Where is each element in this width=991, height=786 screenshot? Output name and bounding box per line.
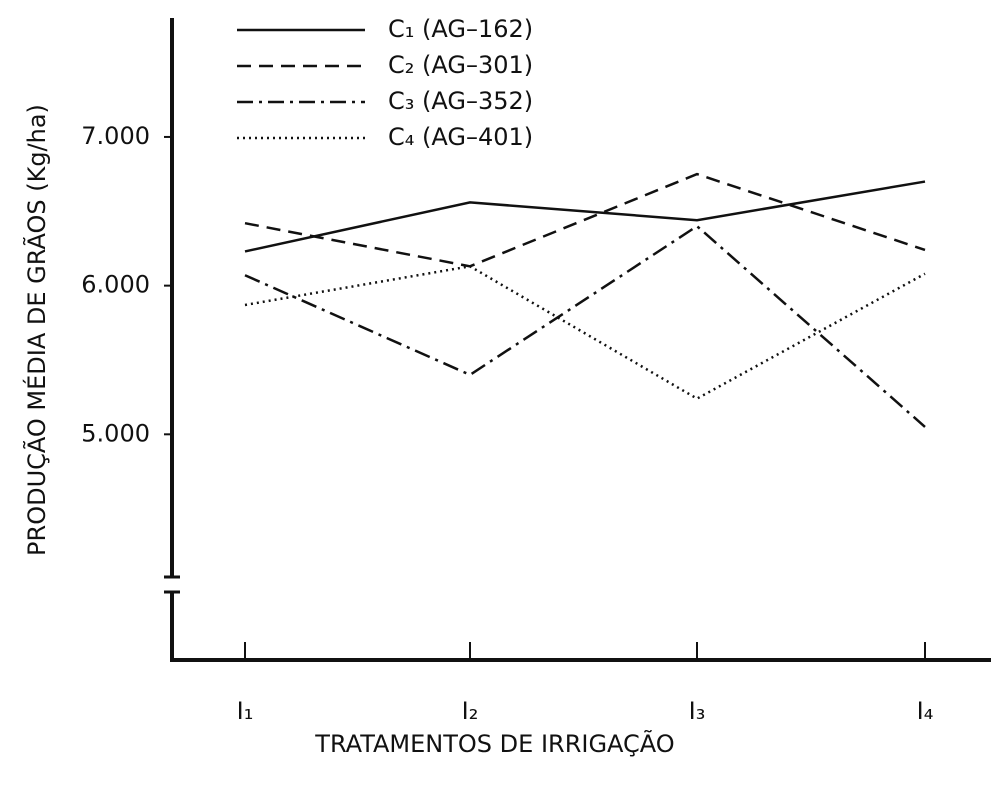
x-tick-label: I₄	[917, 697, 934, 725]
y-tick-label: 6.000	[81, 271, 150, 299]
legend-label: C₃ (AG–352)	[388, 87, 533, 115]
legend-label: C₂ (AG–301)	[388, 51, 533, 79]
y-tick-label: 7.000	[81, 122, 150, 150]
y-axis-label: PRODUÇÃO MÉDIA DE GRÃOS (Kg/ha)	[21, 104, 51, 556]
series-line	[244, 172, 926, 268]
x-tick-label: I₁	[237, 697, 254, 725]
legend-label: C₁ (AG–162)	[388, 15, 533, 43]
x-tick-label: I₂	[462, 697, 479, 725]
y-tick-label: 5.000	[81, 419, 150, 447]
series-line	[244, 180, 926, 253]
series-line	[244, 224, 926, 428]
series-line	[244, 264, 926, 401]
legend-label: C₄ (AG–401)	[388, 123, 533, 151]
x-tick-label: I₃	[689, 697, 706, 725]
x-axis-label: TRATAMENTOS DE IRRIGAÇÃO	[314, 728, 674, 758]
